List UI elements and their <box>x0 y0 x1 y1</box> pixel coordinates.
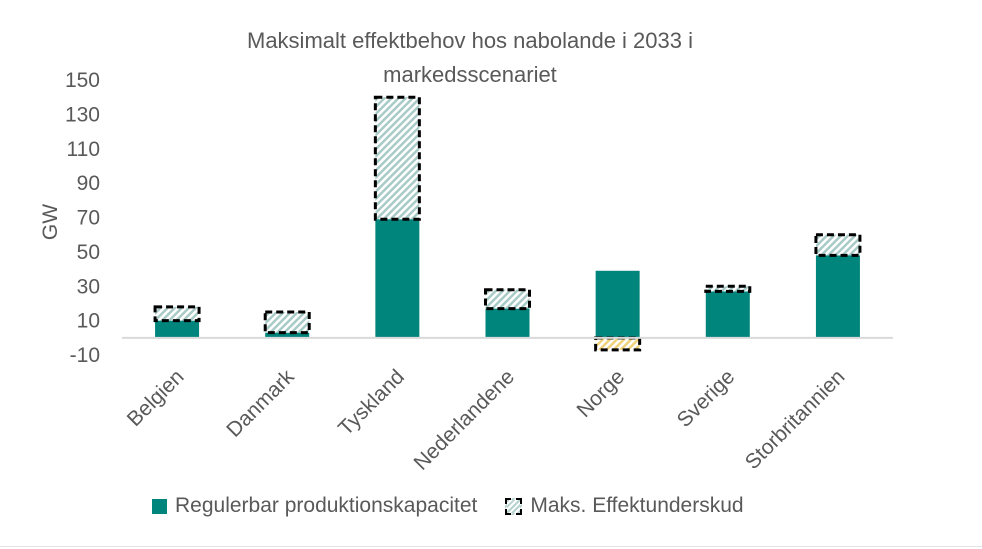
x-tick-label: Sverige <box>673 365 740 432</box>
x-tick-label: Tyskland <box>334 365 409 440</box>
bar-capacity <box>705 291 750 338</box>
legend-swatch-capacity <box>152 498 167 514</box>
chart-title-line-1: Maksimalt effektbehov hos nabolande i 20… <box>247 28 693 53</box>
x-tick-label: Norge <box>572 365 629 422</box>
bar-deficit <box>153 305 201 323</box>
y-tick-label: 70 <box>77 207 100 230</box>
y-tick-label: 110 <box>67 138 100 161</box>
y-tick-label: 90 <box>77 172 100 195</box>
bottom-border <box>0 546 982 547</box>
bar-capacity <box>815 255 860 338</box>
bar-deficit <box>263 310 311 335</box>
legend-label-deficit: Maks. Effektunderskud <box>530 494 744 517</box>
legend-label-capacity: Regulerbar produktionskapacitet <box>175 494 478 517</box>
legend-swatch-deficit <box>505 497 523 515</box>
bars <box>122 95 893 352</box>
bar-capacity <box>595 270 640 338</box>
bar-deficit <box>594 336 642 352</box>
legend: Regulerbar produktionskapacitet Maks. Ef… <box>152 494 772 518</box>
bar-capacity <box>485 308 530 338</box>
bar-deficit <box>373 95 421 221</box>
y-tick-label: 10 <box>77 310 100 333</box>
x-axis-ticks: Belgien Danmark Tyskland Nederlandene Norge S… <box>123 365 850 475</box>
bar-capacity <box>265 332 310 338</box>
bar-deficit <box>484 288 531 311</box>
y-tick-label: 150 <box>65 69 100 92</box>
legend-item-deficit: Maks. Effektunderskud <box>505 494 744 518</box>
y-axis-ticks: -10 10 30 50 70 90 110 130 150 <box>65 69 100 367</box>
bar-capacity <box>155 320 200 338</box>
y-tick-label: 130 <box>65 103 100 126</box>
x-tick-label: Danmark <box>222 365 299 442</box>
x-tick-label: Belgien <box>123 365 189 431</box>
y-tick-label: 30 <box>77 275 100 298</box>
bar-deficit <box>704 284 752 293</box>
bar-deficit <box>814 233 862 257</box>
bar-capacity <box>375 219 420 338</box>
x-tick-label: Nederlandene <box>409 365 519 475</box>
x-tick-label: Storbritannien <box>741 365 850 474</box>
legend-item-capacity: Regulerbar produktionskapacitet <box>152 494 477 518</box>
y-axis-label: GW <box>39 204 62 240</box>
y-tick-label: -10 <box>70 344 100 367</box>
chart-title-line-2: markedsscenariet <box>383 62 557 87</box>
y-tick-label: 50 <box>77 241 100 264</box>
